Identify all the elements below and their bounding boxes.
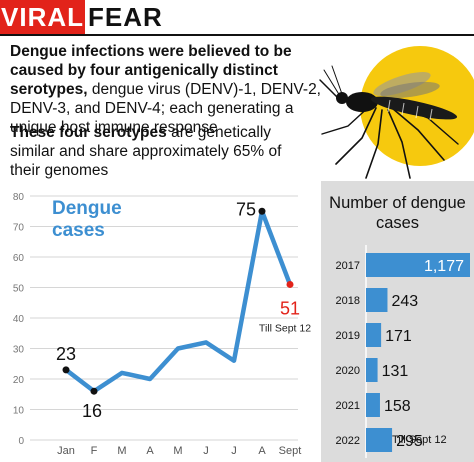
y-tick-label: 60 xyxy=(13,253,25,264)
y-tick-label: 10 xyxy=(13,406,25,417)
intro-p2-bold: These four serotypes xyxy=(10,124,167,141)
bar-value-label: 243 xyxy=(391,293,418,310)
bar-value-label: 1,177 xyxy=(424,258,464,275)
bar-chart-title: Number of dengue cases xyxy=(329,194,466,232)
bar xyxy=(366,253,470,277)
bar-category-label: 2020 xyxy=(336,365,360,377)
bar xyxy=(366,358,378,382)
bar-category-label: 2017 xyxy=(336,260,360,272)
data-label: 75 xyxy=(236,199,256,219)
x-tick-label: J xyxy=(231,445,237,457)
x-tick-label: Jan xyxy=(57,445,75,457)
x-tick-label: A xyxy=(146,445,154,457)
x-tick-label: Sept xyxy=(279,445,302,457)
line-chart-title: Dengue xyxy=(52,198,122,219)
title-rule xyxy=(0,34,474,36)
bar-chart-note: Till Sept 12 xyxy=(392,434,447,446)
line-chart: 0 10 20 30 40 50 60 70 80 Jan F M A M J J A Sept Denguecas… xyxy=(13,192,311,457)
bar-value-label: 131 xyxy=(382,363,409,380)
x-tick-label: J xyxy=(203,445,209,457)
intro-p1-bold: Dengue infections were believed to be ca… xyxy=(10,43,292,98)
bar-value-label: 171 xyxy=(385,328,412,345)
series-line xyxy=(63,209,293,394)
x-tick-label: M xyxy=(173,445,182,457)
data-label: 16 xyxy=(82,401,102,421)
intro-p1-rest: dengue virus (DENV)-1, DENV-2, DENV-3, a… xyxy=(10,81,321,136)
title-black-text: FEAR xyxy=(88,2,163,32)
data-label: 23 xyxy=(56,344,76,364)
intro-paragraph-1: Dengue infections were believed to be ca… xyxy=(10,42,340,137)
x-tick-label: A xyxy=(258,445,266,457)
mosquito-icon xyxy=(319,65,459,179)
bar-chart-panel xyxy=(321,181,474,462)
y-tick-label: 80 xyxy=(13,192,25,203)
bar-chart: 2017 1,177 2018 243 2019 171 2020 131 2021 158 202… xyxy=(336,245,470,458)
data-point xyxy=(62,366,70,374)
y-tick-label: 20 xyxy=(13,375,25,386)
intro-p2-rest: are genetically similar and share approx… xyxy=(10,124,282,179)
y-tick-label: 70 xyxy=(13,223,25,234)
header: VIRAL FEAR xyxy=(0,0,474,34)
y-tick-label: 0 xyxy=(18,436,24,447)
bar-category-label: 2019 xyxy=(336,330,360,342)
bar xyxy=(366,428,393,452)
data-point xyxy=(286,280,294,288)
y-tick-label: 40 xyxy=(13,314,25,325)
bar xyxy=(366,288,388,312)
y-tick-label: 30 xyxy=(13,345,25,356)
bar-category-label: 2022 xyxy=(336,435,360,447)
y-tick-label: 50 xyxy=(13,284,25,295)
bar-value-label: 295 xyxy=(396,433,423,450)
data-label: 51 xyxy=(280,298,300,318)
bar xyxy=(366,323,382,347)
data-point xyxy=(258,207,266,215)
bar-value-label: 158 xyxy=(384,398,411,415)
x-tick-label: F xyxy=(91,445,98,457)
intro-paragraph-2: These four serotypes are genetically sim… xyxy=(10,123,315,180)
bar xyxy=(366,393,380,417)
line-chart-note: Till Sept 12 xyxy=(259,322,311,334)
data-point xyxy=(90,387,98,395)
bar-category-label: 2021 xyxy=(336,400,360,412)
title-red-block: VIRAL xyxy=(0,0,85,34)
x-tick-label: M xyxy=(117,445,126,457)
line-chart-title: cases xyxy=(52,220,105,241)
bar-category-label: 2018 xyxy=(336,295,360,307)
